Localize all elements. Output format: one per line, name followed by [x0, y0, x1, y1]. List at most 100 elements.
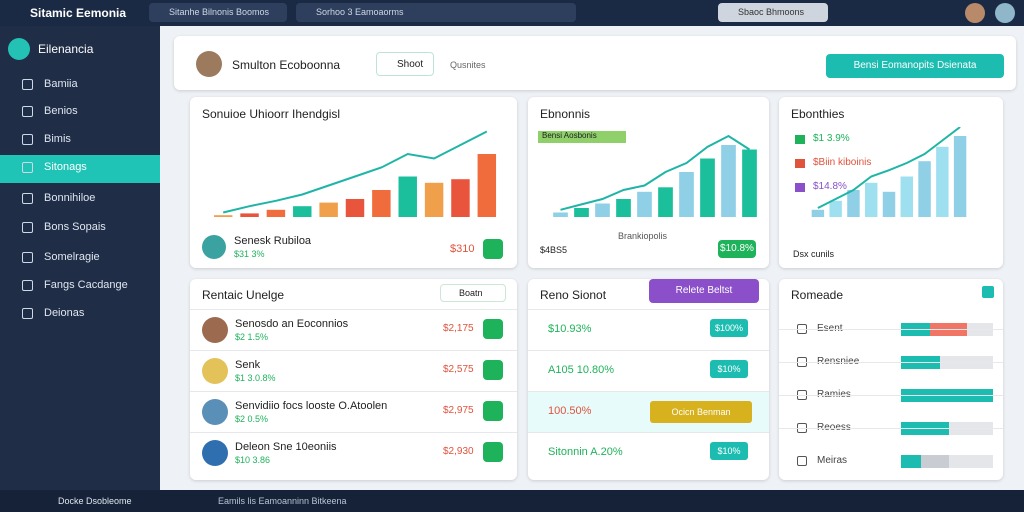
taskbar-status: Eamils lis Eamoanninn Bitkeena — [218, 496, 347, 506]
row-button[interactable]: $10% — [710, 360, 748, 378]
decor-bar — [319, 202, 338, 217]
footer: Dsx cunils — [793, 249, 835, 259]
decor-bar — [936, 146, 949, 217]
card-title: Rentaic Unelge — [202, 288, 285, 302]
icon-button[interactable] — [483, 319, 503, 339]
card-title: Romeade — [791, 288, 844, 302]
icon-button[interactable] — [483, 239, 503, 259]
row-value: $2,175 — [443, 323, 474, 334]
decor-bar — [213, 215, 233, 217]
user-name: Smulton Ecoboonna — [232, 58, 341, 72]
search[interactable]: Sbaoc Bhmoons — [718, 3, 828, 22]
decor-bar — [293, 206, 312, 217]
row-divider — [779, 362, 1003, 363]
action-button[interactable]: Bensi Eomanopits Dsienata — [826, 54, 1004, 78]
menu-icon — [22, 106, 33, 117]
row-change: $2 1.5% — [235, 332, 269, 342]
menu-icon — [22, 134, 33, 145]
decor-bar — [742, 149, 757, 217]
row-change: $10 3.86 — [235, 455, 271, 465]
legend: $14.8% — [813, 181, 847, 192]
menu-item[interactable]: Benios — [44, 105, 78, 117]
change: $31 3% — [234, 249, 265, 259]
card: Romeade Esent Rensniee Ramies Reoess Meiras — [779, 279, 1003, 480]
card-title: Ebonthies — [791, 107, 845, 121]
decor-line — [817, 127, 961, 209]
legend: Brankiopolis — [618, 231, 668, 241]
avatar — [202, 235, 226, 259]
decor-bar — [847, 190, 860, 217]
decor-bar — [679, 172, 694, 217]
row-name: Senosdo an Eoconnios — [235, 318, 349, 330]
decor-bar — [616, 199, 631, 217]
icon[interactable] — [982, 286, 994, 298]
legend-swatch — [795, 159, 805, 168]
row-name: Senvidiio focs looste O.Atoolen — [235, 400, 388, 412]
decor-line — [222, 130, 488, 214]
decor-line — [560, 134, 751, 211]
row-button[interactable]: Ocicn Benman — [650, 401, 752, 423]
decor-bar — [574, 208, 589, 217]
decor-bar — [240, 213, 259, 217]
header: Smulton Ecoboonna Shoot Qusnites Bensi E… — [174, 36, 1016, 90]
search[interactable]: Qusnites — [450, 60, 486, 70]
decor-bar — [398, 176, 417, 217]
menu-item[interactable]: Fangs Cacdange — [44, 279, 128, 291]
card: Ebnonnis Bensi Aosbonis Brankiopolis $4B… — [528, 97, 769, 268]
card: Rentaic Unelge Boatn Senosdo an Eoconnio… — [190, 279, 517, 480]
button[interactable]: Shoot — [376, 52, 434, 76]
button[interactable]: Relete Beltst — [649, 279, 759, 303]
taskbar-app[interactable]: Docke Dsobleome — [58, 496, 132, 506]
avatar[interactable] — [965, 3, 985, 23]
avatar[interactable] — [995, 3, 1015, 23]
row-label: Sitonnin A.20% — [548, 446, 623, 458]
row-label: Ramies — [817, 389, 851, 400]
search[interactable]: Sorhoo 3 Eamoaorms — [296, 3, 576, 22]
menu-icon — [22, 162, 33, 173]
icon-button[interactable] — [483, 442, 503, 462]
menu-item[interactable]: Bonnihiloe — [44, 192, 96, 204]
decor-bar — [865, 182, 878, 217]
row-name: Deleon Sne 10eoniis — [235, 441, 337, 453]
search[interactable]: Sitanhe Bilnonis Boomos — [149, 3, 287, 22]
card: Sonuioe Uhioorr Ihendgisl Senesk Rubiloa… — [190, 97, 517, 268]
row-button[interactable]: $10% — [710, 442, 748, 460]
menu-icon — [22, 193, 33, 204]
button[interactable]: Boatn — [440, 284, 506, 302]
menu-item[interactable]: Deionas — [44, 307, 85, 319]
menu-icon — [22, 280, 33, 291]
menu-item[interactable]: Sitonags — [44, 161, 87, 173]
decor-bar — [918, 161, 931, 217]
taskbar: Docke Dsobleome Eamils lis Eamoanninn Bi… — [0, 490, 1024, 512]
row-change: $2 0.5% — [235, 414, 269, 424]
decor-bar — [451, 179, 470, 217]
row — [528, 432, 769, 473]
decor-bar — [266, 209, 286, 217]
menu-item[interactable]: Somelragie — [44, 251, 100, 263]
card-title: Ebnonnis — [540, 107, 591, 121]
menu-item[interactable]: Bons Sopais — [44, 221, 106, 233]
menu-item[interactable]: Bimis — [44, 133, 71, 145]
chart — [213, 130, 497, 217]
menu-icon — [22, 79, 33, 90]
decor-bar — [900, 176, 913, 217]
decor-bar — [721, 145, 736, 217]
icon-button[interactable] — [483, 360, 503, 380]
decor-bar — [345, 199, 365, 217]
menu-icon — [22, 222, 33, 233]
icon-button[interactable] — [483, 401, 503, 421]
row-label: Esent — [817, 323, 843, 334]
row-button[interactable]: $100% — [710, 319, 748, 337]
button[interactable]: $10.8% — [718, 240, 756, 258]
avatar — [202, 399, 228, 425]
chart — [811, 127, 967, 217]
chart — [553, 134, 757, 217]
row-divider — [190, 309, 517, 310]
menu-item[interactable]: Bamiia — [44, 78, 78, 90]
decor-bar — [372, 190, 391, 217]
decor-bar — [953, 136, 967, 217]
legend: $Biin kiboinis — [813, 157, 872, 168]
card-title: Reno Sionot — [540, 288, 607, 302]
card: Ebonthies Dsx cunils $1 3.9% $Biin kiboin… — [779, 97, 1003, 268]
